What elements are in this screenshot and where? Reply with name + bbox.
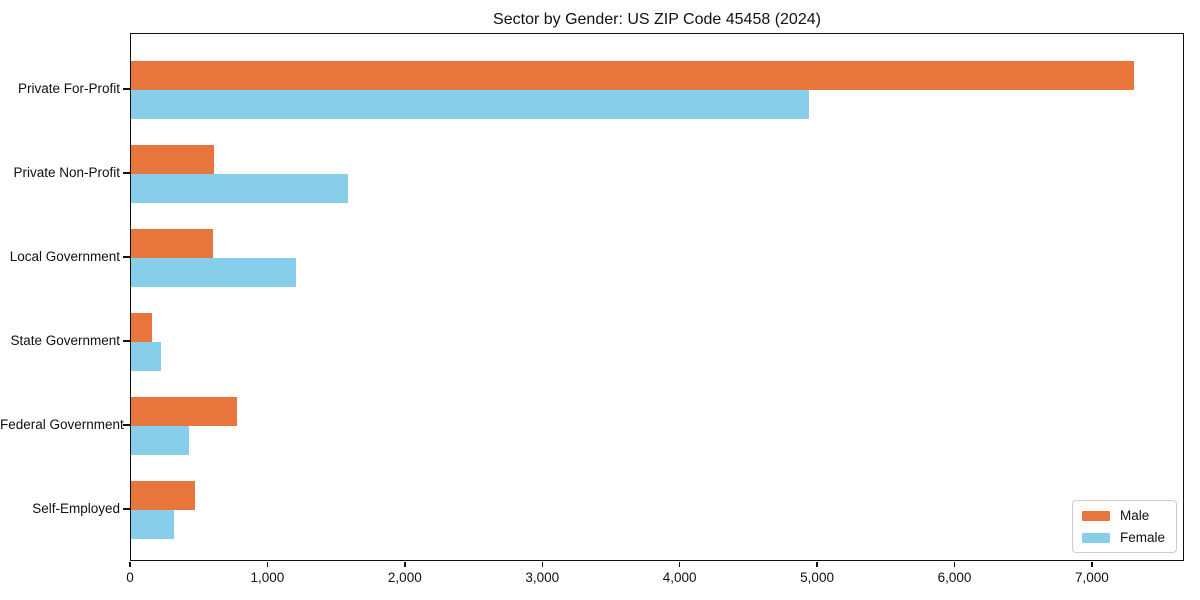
- x-tick-label-2-000: 2,000: [387, 570, 422, 585]
- x-tick-label-0: 0: [126, 570, 134, 585]
- y-axis-ticks: [123, 33, 130, 561]
- y-tick-mark-state-government: [123, 340, 130, 342]
- bar-female-private-for-profit: [131, 90, 809, 119]
- x-tick-label-6-000: 6,000: [937, 570, 972, 585]
- bar-male-self-employed: [131, 481, 196, 510]
- legend-item-female: Female: [1081, 530, 1165, 545]
- x-tick-label-5-000: 5,000: [800, 570, 834, 585]
- y-tick-mark-private-non-profit: [123, 172, 130, 174]
- x-tick-label-3-000: 3,000: [525, 570, 560, 585]
- x-tick-label-4-000: 4,000: [662, 570, 697, 585]
- x-tick-mark-7-000: [1091, 562, 1093, 567]
- x-axis: 0 1,000 2,000 3,000 4,000 5,000 6,000 7,000: [126, 561, 1184, 593]
- bar-male-private-for-profit: [131, 61, 1134, 90]
- bar-male-local-government: [131, 229, 213, 258]
- x-tick-mark-1-000: [266, 562, 269, 567]
- x-tick-label-7-000: 7,000: [1075, 570, 1109, 585]
- x-tick-mark-5-000: [816, 562, 818, 567]
- legend-label-female: Female: [1119, 530, 1165, 545]
- y-tick-label-self-employed: Self-Employed: [32, 501, 120, 516]
- y-tick-mark-local-government: [123, 256, 130, 258]
- y-axis-labels: Private For-Profit Private Non-Profit Loca…: [0, 33, 124, 561]
- y-tick-mark-self-employed: [123, 508, 130, 510]
- x-tick-label-1-000: 1,000: [250, 570, 285, 585]
- x-tick-mark-4-000: [678, 562, 681, 567]
- legend-label-male: Male: [1119, 508, 1150, 523]
- y-tick-mark-federal-government: [123, 424, 130, 426]
- legend-item-male: Male: [1081, 508, 1165, 523]
- bar-male-state-government: [131, 313, 152, 342]
- plot-area: Male Female: [130, 33, 1184, 561]
- y-tick-label-local-government: Local Government: [9, 249, 120, 264]
- bar-female-federal-government: [131, 426, 189, 455]
- y-tick-label-state-government: State Government: [10, 333, 120, 348]
- legend-swatch-male: [1081, 510, 1110, 521]
- legend: Male Female: [1071, 500, 1177, 553]
- y-tick-label-private-non-profit: Private Non-Profit: [13, 165, 120, 180]
- legend-swatch-female: [1081, 532, 1110, 543]
- x-tick-mark-6-000: [953, 562, 956, 567]
- x-tick-mark-0: [129, 562, 131, 567]
- x-tick-mark-2-000: [404, 562, 406, 567]
- bar-male-federal-government: [131, 397, 238, 426]
- bar-female-private-non-profit: [131, 174, 348, 203]
- chart-title: Sector by Gender: US ZIP Code 45458 (202…: [493, 11, 821, 28]
- y-tick-label-private-for-profit: Private For-Profit: [17, 81, 120, 96]
- bar-female-self-employed: [131, 510, 174, 539]
- y-tick-label-federal-government: Federal Government: [0, 417, 124, 432]
- bar-female-local-government: [131, 258, 297, 287]
- x-tick-mark-3-000: [541, 562, 543, 567]
- bar-male-private-non-profit: [131, 145, 214, 174]
- bar-female-state-government: [131, 342, 162, 371]
- y-tick-mark-private-for-profit: [123, 88, 130, 90]
